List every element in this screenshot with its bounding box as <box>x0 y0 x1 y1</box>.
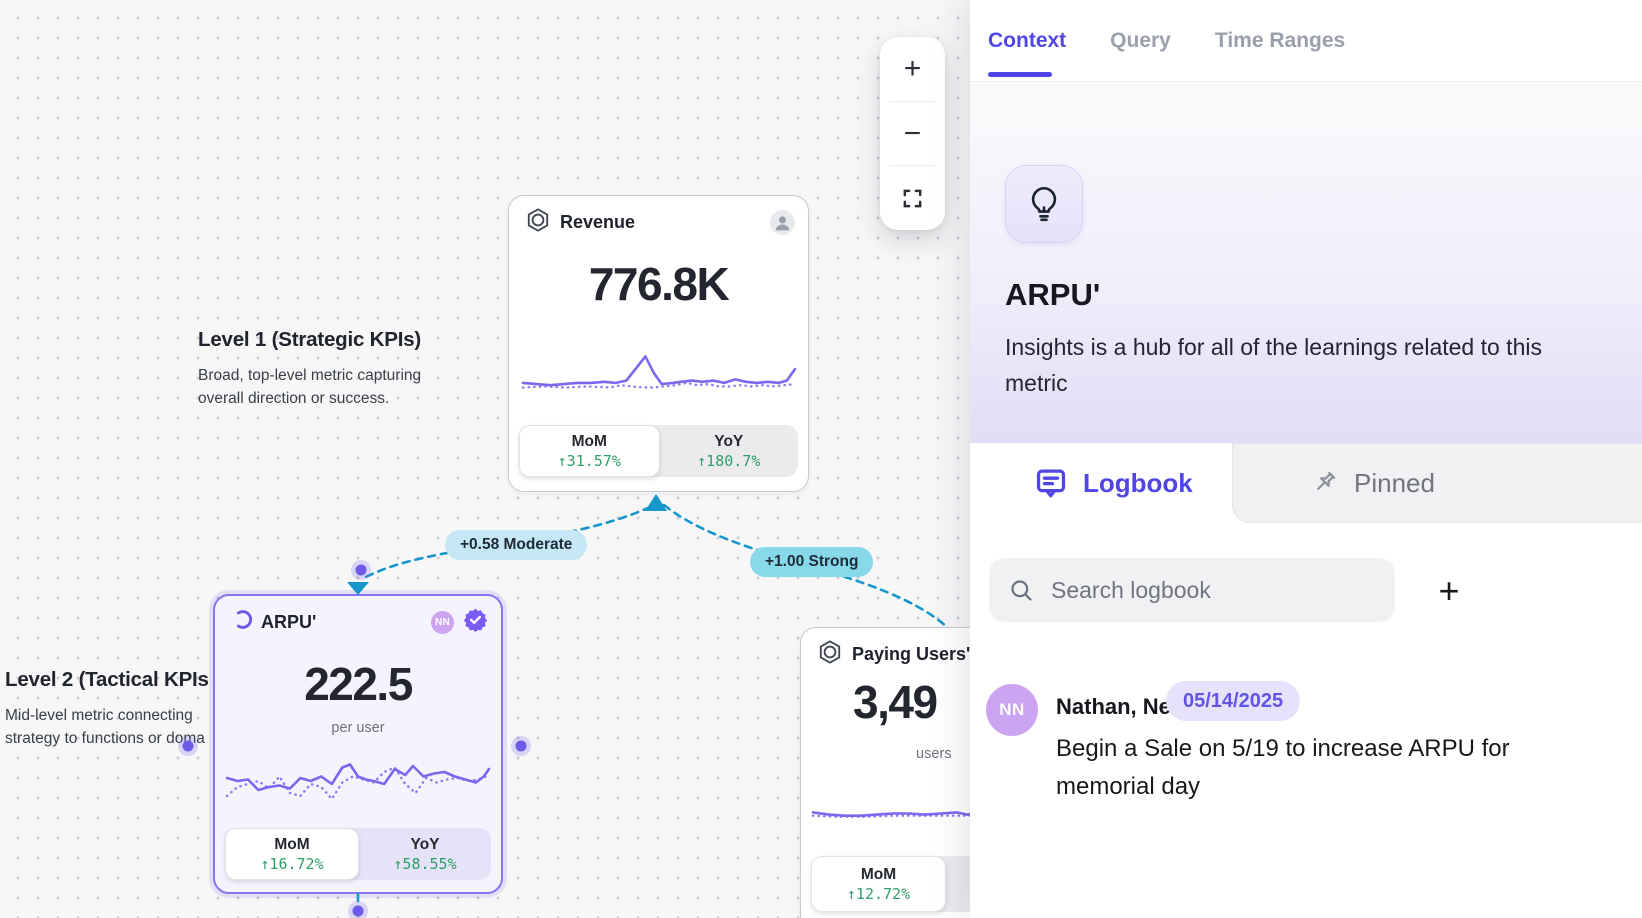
tab-context[interactable]: Context <box>988 28 1067 52</box>
annotation-line: overall direction or success. <box>198 389 390 407</box>
panel-tab-bar: Context Query Time Ranges <box>970 0 1642 82</box>
metric-value: 3,49 <box>853 676 938 728</box>
metric-value: 776.8K <box>588 258 730 310</box>
search-input[interactable] <box>989 558 1395 622</box>
fit-view-icon <box>903 189 922 208</box>
zoom-in-button[interactable]: + <box>903 51 922 85</box>
logbook-search-row: + <box>970 558 1642 622</box>
annotation-line: Broad, top-level metric capturing <box>198 367 422 384</box>
owner-avatar-icon[interactable] <box>770 209 795 235</box>
zoom-out-button[interactable]: − <box>903 116 922 150</box>
fit-view-button[interactable] <box>880 166 945 230</box>
annotation-title: Level 1 (Strategic KPIs) <box>198 328 422 351</box>
metric-unit: users <box>916 746 952 762</box>
canvas-zoom-toolbar: + − <box>880 37 945 230</box>
logbook-comment-icon <box>1036 469 1066 498</box>
hexagon-icon <box>525 207 551 238</box>
mom-toggle[interactable]: MoM ↑16.72% <box>225 828 359 880</box>
entry-date-badge[interactable]: 05/14/2025 <box>1166 681 1301 721</box>
arpu-sparkline <box>225 763 491 801</box>
mom-value: ↑12.72% <box>846 884 911 903</box>
yoy-value: ↑58.55% <box>393 854 457 873</box>
arpu-left-handle[interactable] <box>182 740 194 752</box>
logbook-pinned-tabs: Logbook Pinned <box>970 443 1642 523</box>
yoy-toggle[interactable]: YoY ↑180.7% <box>697 432 761 470</box>
mom-toggle[interactable]: MoM ↑12.72% <box>811 856 946 912</box>
pin-icon <box>1317 471 1336 490</box>
yoy-toggle[interactable]: YoY ↑58.55% <box>393 835 457 873</box>
active-tab-underline <box>988 72 1052 77</box>
metric-card-arpu[interactable]: ARPU' NN 222.5 per user MoM ↑16.72% <box>213 594 503 894</box>
period-toggle: MoM ↑31.57% YoY ↑180.7% <box>519 425 798 477</box>
card-title: Revenue <box>560 211 636 232</box>
verified-badge-icon <box>463 607 488 637</box>
collaborator-avatar[interactable]: NN <box>431 610 454 634</box>
revenue-sparkline <box>521 355 797 389</box>
context-panel: Context Query Time Ranges ARPU' Insights… <box>970 0 1642 918</box>
yoy-value: ↑180.7% <box>697 451 761 470</box>
card-title: Paying Users' <box>852 643 971 664</box>
metric-context-header: ARPU' Insights is a hub for all of the l… <box>970 83 1642 443</box>
author-avatar: NN <box>986 684 1038 736</box>
arrowhead-up-icon <box>645 494 667 511</box>
lightbulb-icon <box>1005 165 1083 243</box>
tab-pinned[interactable]: Pinned <box>1232 443 1642 523</box>
annotation-line: strategy to functions or doma <box>5 729 205 747</box>
crescent-icon <box>231 609 253 635</box>
mom-value: ↑31.57% <box>557 451 621 470</box>
correlation-label-strong[interactable]: +1.00 Strong <box>750 547 874 577</box>
annotation-title: Level 2 (Tactical KPIs <box>5 668 209 691</box>
metric-unit: per user <box>331 720 385 736</box>
annotation-level-2: Level 2 (Tactical KPIs Mid-level metric … <box>5 668 209 750</box>
mom-toggle[interactable]: MoM ↑31.57% <box>519 425 660 477</box>
metric-value: 222.5 <box>304 658 413 710</box>
arpu-top-handle[interactable] <box>355 564 367 576</box>
entry-text: Begin a Sale on 5/19 to increase ARPU fo… <box>1056 735 1510 800</box>
tab-time-ranges[interactable]: Time Ranges <box>1214 28 1346 52</box>
arpu-bottom-handle[interactable] <box>352 905 364 917</box>
tab-logbook[interactable]: Logbook <box>1034 443 1193 523</box>
arpu-right-handle[interactable] <box>515 740 527 752</box>
metric-card-revenue[interactable]: Revenue 776.8K MoM ↑31.57% YoY ↑180.7% <box>508 195 809 492</box>
add-log-entry-button[interactable]: + <box>1438 570 1460 611</box>
hexagon-icon <box>817 639 843 670</box>
tab-query[interactable]: Query <box>1110 28 1171 52</box>
annotation-line: Mid-level metric connecting <box>5 707 193 724</box>
card-title: ARPU' <box>261 611 317 632</box>
correlation-label-moderate[interactable]: +0.58 Moderate <box>445 530 588 560</box>
annotation-level-1: Level 1 (Strategic KPIs) Broad, top-leve… <box>198 328 421 410</box>
period-toggle: MoM ↑16.72% YoY ↑58.55% <box>225 828 491 880</box>
metric-description: Insights is a hub for all of the learnin… <box>1005 334 1542 396</box>
mom-value: ↑16.72% <box>260 854 324 873</box>
metric-name-heading: ARPU' <box>1005 277 1101 312</box>
